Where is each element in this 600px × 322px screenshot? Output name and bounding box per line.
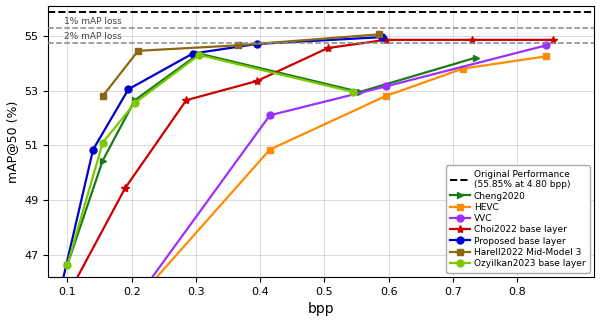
Choi2022 base layer xyxy=(549,38,556,42)
Choi2022 base layer xyxy=(469,38,476,42)
Cheng2020 xyxy=(131,98,139,102)
Proposed base layer xyxy=(54,300,61,304)
Cheng2020 xyxy=(99,159,106,163)
Text: 2% mAP loss: 2% mAP loss xyxy=(64,32,122,41)
Line: VVC: VVC xyxy=(138,42,550,296)
HEVC xyxy=(542,54,550,58)
Cheng2020 xyxy=(64,263,71,267)
Harell2022 Mid-Model 3 xyxy=(134,49,142,53)
Ozyilkan2023 base layer xyxy=(99,141,106,145)
Text: 1% mAP loss: 1% mAP loss xyxy=(64,16,122,25)
Choi2022 base layer xyxy=(382,38,389,42)
Cheng2020 xyxy=(472,56,479,60)
Ozyilkan2023 base layer xyxy=(131,101,139,105)
Choi2022 base layer xyxy=(182,98,190,102)
VVC xyxy=(137,290,145,294)
HEVC xyxy=(266,148,274,152)
Proposed base layer xyxy=(253,42,260,46)
HEVC xyxy=(382,94,389,98)
Choi2022 base layer xyxy=(253,79,260,83)
VVC xyxy=(266,113,274,117)
Y-axis label: mAP@50 (%): mAP@50 (%) xyxy=(5,100,19,183)
Harell2022 Mid-Model 3 xyxy=(99,94,106,98)
Ozyilkan2023 base layer xyxy=(196,53,203,57)
Choi2022 base layer xyxy=(61,300,68,304)
Cheng2020 xyxy=(196,52,203,55)
HEVC xyxy=(131,300,139,304)
Proposed base layer xyxy=(379,35,386,39)
Ozyilkan2023 base layer xyxy=(64,263,71,267)
Ozyilkan2023 base layer xyxy=(350,90,357,94)
Line: HEVC: HEVC xyxy=(131,53,550,305)
HEVC xyxy=(459,67,466,71)
Legend: Original Performance
(55.85% at 4.80 bpp), Cheng2020, HEVC, VVC, Choi2022 base l: Original Performance (55.85% at 4.80 bpp… xyxy=(446,166,590,273)
Choi2022 base layer xyxy=(324,46,331,50)
Proposed base layer xyxy=(125,87,132,91)
Choi2022 base layer xyxy=(122,186,129,190)
Line: Harell2022 Mid-Model 3: Harell2022 Mid-Model 3 xyxy=(99,31,383,99)
Line: Cheng2020: Cheng2020 xyxy=(64,50,479,268)
Line: Choi2022 base layer: Choi2022 base layer xyxy=(60,36,557,306)
Proposed base layer xyxy=(189,52,196,55)
Harell2022 Mid-Model 3 xyxy=(234,43,241,47)
X-axis label: bpp: bpp xyxy=(308,302,335,317)
Cheng2020 xyxy=(356,90,364,94)
Line: Ozyilkan2023 base layer: Ozyilkan2023 base layer xyxy=(64,52,357,268)
Harell2022 Mid-Model 3 xyxy=(376,33,383,36)
Proposed base layer xyxy=(89,148,97,152)
VVC xyxy=(382,85,389,89)
Line: Proposed base layer: Proposed base layer xyxy=(54,33,386,305)
VVC xyxy=(542,43,550,47)
